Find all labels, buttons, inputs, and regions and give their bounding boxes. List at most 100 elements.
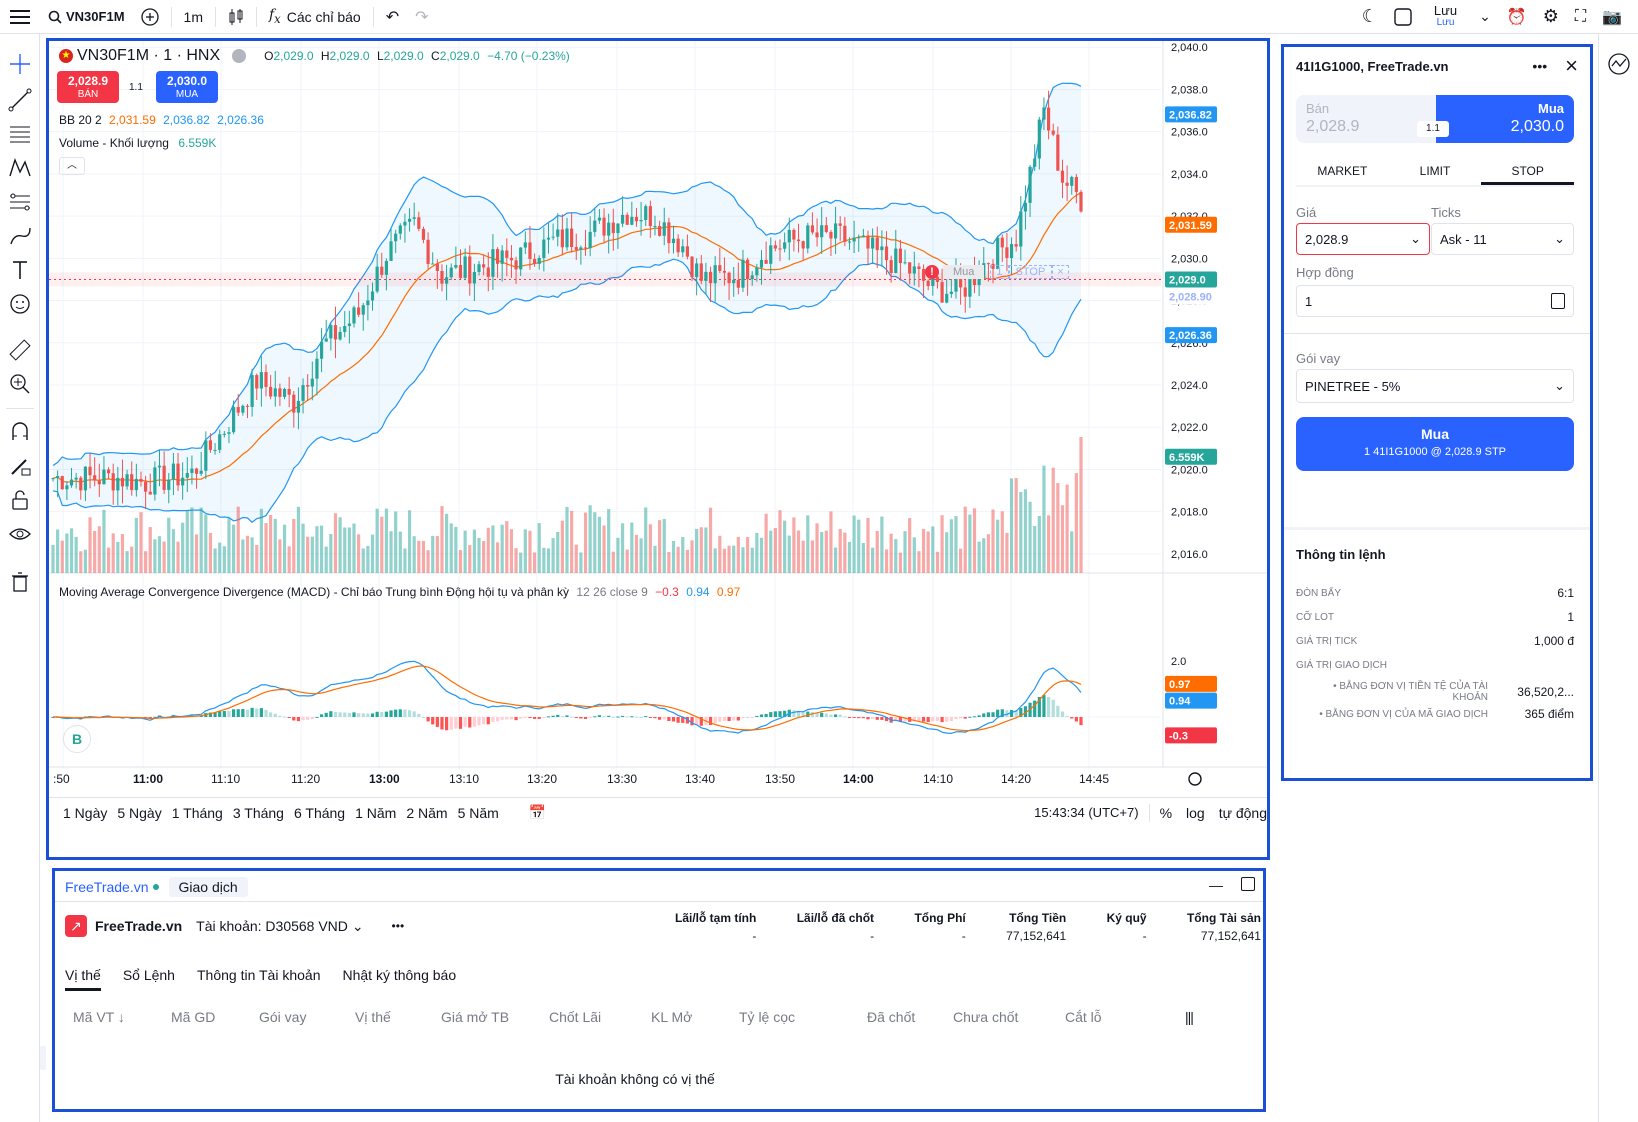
contract-input[interactable]: 1: [1296, 285, 1574, 317]
candle: [908, 262, 912, 274]
indicators-button[interactable]: fx Các chỉ báo: [261, 0, 369, 34]
candle: [732, 279, 736, 284]
account-tab[interactable]: Vị thế: [65, 967, 101, 983]
candle: [769, 245, 773, 264]
account-tab[interactable]: Sổ Lệnh: [122, 967, 175, 983]
range-button[interactable]: 5 Ngày: [117, 804, 162, 821]
column-header[interactable]: Vị thế: [355, 1009, 391, 1025]
lock-icon[interactable]: [8, 488, 32, 512]
save-dropdown[interactable]: ⌄: [1471, 0, 1499, 34]
text-icon[interactable]: [8, 258, 32, 282]
broker-tab[interactable]: FreeTrade.vn: [65, 879, 149, 895]
pencil-lock-icon[interactable]: [8, 454, 32, 478]
account-tab[interactable]: Nhật ký thông báo: [342, 967, 457, 983]
submit-order-button[interactable]: Mua 1 41I1G1000 @ 2,028.9 STP: [1296, 417, 1574, 471]
fib-icon[interactable]: [8, 122, 32, 146]
range-button[interactable]: 1 Năm: [355, 804, 397, 821]
forecast-icon[interactable]: [8, 190, 32, 214]
candle-type-button[interactable]: [220, 0, 252, 34]
column-header[interactable]: Tỷ lệ cọc: [739, 1009, 796, 1025]
macd-histogram-bar: [1079, 717, 1083, 726]
magnet-icon[interactable]: [8, 420, 32, 444]
range-button[interactable]: 1 Ngày: [63, 804, 108, 821]
alert-button[interactable]: ⏰: [1499, 0, 1535, 34]
column-header[interactable]: Mã GD: [171, 1009, 216, 1025]
theme-toggle[interactable]: ☾: [1354, 0, 1386, 34]
screenshot-button[interactable]: 📷: [1594, 0, 1630, 34]
column-header[interactable]: KL Mở: [651, 1009, 693, 1025]
hide-button[interactable]: [232, 49, 247, 63]
trash-icon[interactable]: [8, 570, 32, 594]
emoji-icon[interactable]: [8, 292, 32, 316]
date-range-icon[interactable]: 📅: [528, 804, 547, 820]
trend-line-icon[interactable]: [8, 88, 32, 112]
undo-button[interactable]: ↶: [378, 0, 407, 34]
order-line-label[interactable]: ! Mua 1 STOP ×: [925, 265, 1069, 279]
menu-icon[interactable]: [0, 0, 40, 34]
column-header[interactable]: Chưa chốt: [953, 1009, 1019, 1025]
ticks-select[interactable]: Ask - 11 ⌄: [1431, 223, 1574, 255]
collapse-legend-button[interactable]: ︿: [59, 157, 85, 175]
collapse-handle[interactable]: [40, 1046, 46, 1070]
save-button[interactable]: Lưu Lưu: [1420, 0, 1471, 34]
account-select[interactable]: Tài khoản: D30568 VND ⌄: [196, 918, 363, 935]
maximize-icon[interactable]: [1241, 877, 1255, 891]
brush-icon[interactable]: [8, 224, 32, 248]
column-header[interactable]: Đã chốt: [867, 1009, 916, 1025]
column-header[interactable]: Giá mở TB: [441, 1009, 510, 1025]
log-toggle[interactable]: log: [1186, 804, 1205, 821]
symbol-search[interactable]: VN30F1M: [40, 0, 133, 34]
time-axis-label: 13:30: [607, 772, 637, 786]
crosshair-icon[interactable]: [8, 52, 32, 76]
more-icon[interactable]: •••: [1532, 58, 1548, 74]
more-icon[interactable]: •••: [391, 919, 405, 933]
sell-quick-button[interactable]: 2,028.9 BÁN: [57, 71, 119, 103]
interval-button[interactable]: 1m: [183, 8, 203, 25]
divider: [170, 6, 172, 27]
pattern-icon[interactable]: [8, 156, 32, 180]
volume-bar: [736, 536, 740, 573]
columns-icon[interactable]: |||: [1185, 1009, 1194, 1025]
range-button[interactable]: 2 Năm: [406, 804, 448, 821]
add-symbol-button[interactable]: [133, 0, 167, 34]
close-icon[interactable]: ×: [1565, 53, 1578, 78]
calculator-icon[interactable]: [1551, 293, 1565, 309]
tab-market[interactable]: MARKET: [1317, 164, 1368, 178]
volume-bar: [972, 508, 977, 573]
positions-header: Mã VT ↓ Mã GD Gói vay Vị thế Giá mở TB Chốt L…: [55, 1009, 1263, 1033]
chart-symbol-title[interactable]: VN30F1M · 1 · HNX: [77, 47, 221, 64]
order-type: STOP: [1008, 265, 1053, 279]
layout-button[interactable]: [1386, 0, 1420, 34]
buy-quick-button[interactable]: 2,030.0 MUA: [156, 71, 218, 103]
chart-pulse-icon[interactable]: [1607, 52, 1631, 76]
buy-side-button[interactable]: Mua 2,030.0: [1436, 95, 1574, 143]
account-tab[interactable]: Thông tin Tài khoản: [196, 967, 321, 983]
chart-canvas[interactable]: 2,040.02,038.02,036.02,034.02,032.02,030…: [49, 41, 1267, 857]
percent-toggle[interactable]: %: [1159, 804, 1173, 821]
redo-button[interactable]: ↷: [407, 0, 436, 34]
range-button[interactable]: 5 Năm: [457, 804, 499, 821]
column-header[interactable]: Cắt lỗ: [1065, 1009, 1102, 1025]
auto-toggle[interactable]: tự động: [1218, 804, 1267, 821]
range-button[interactable]: 1 Tháng: [171, 804, 223, 821]
axis-settings-icon[interactable]: [1188, 772, 1202, 786]
sell-side-button[interactable]: Bán 2,028.9: [1296, 95, 1436, 143]
minimize-icon[interactable]: —: [1209, 877, 1223, 893]
column-header[interactable]: Gói vay: [259, 1009, 307, 1025]
tab-limit[interactable]: LIMIT: [1419, 164, 1451, 178]
loan-select[interactable]: PINETREE - 5% ⌄: [1296, 369, 1574, 403]
tab-stop[interactable]: STOP: [1481, 159, 1575, 185]
column-header[interactable]: Mã VT ↓: [73, 1009, 125, 1025]
zoom-in-icon[interactable]: [8, 372, 32, 396]
range-button[interactable]: 3 Tháng: [232, 804, 284, 821]
candle: [357, 307, 361, 315]
order-close-icon[interactable]: ×: [1052, 265, 1069, 279]
range-button[interactable]: 6 Tháng: [293, 804, 346, 821]
fullscreen-button[interactable]: ⛶: [1567, 0, 1594, 34]
column-header[interactable]: Chốt Lãi: [549, 1009, 602, 1025]
ruler-icon[interactable]: [8, 338, 32, 362]
trade-tab[interactable]: Giao dịch: [168, 877, 248, 897]
eye-icon[interactable]: [8, 522, 32, 546]
price-input[interactable]: 2,028.9 ⌄: [1296, 223, 1430, 255]
settings-button[interactable]: ⚙: [1535, 0, 1567, 34]
